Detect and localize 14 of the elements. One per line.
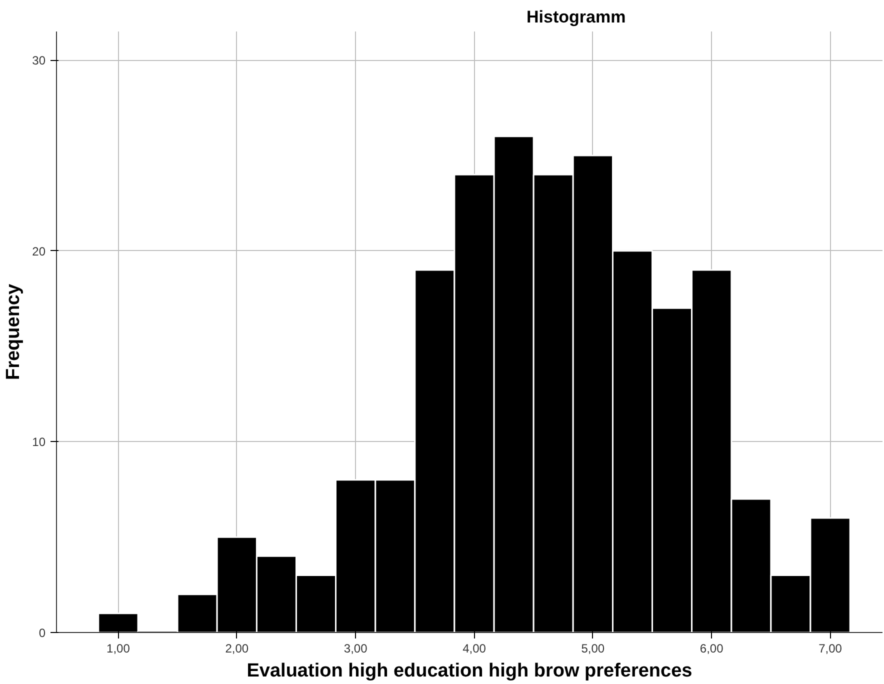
- y-tick-label: 10: [32, 435, 46, 450]
- chart-title: Histogramm: [526, 8, 626, 26]
- x-tick-label: 3,00: [344, 642, 368, 656]
- x-tick-label: 6,00: [700, 642, 724, 656]
- y-tick-label: 0: [38, 626, 46, 640]
- x-axis-title: Evaluation high education high brow preferences: [246, 660, 692, 682]
- x-tick-label: 5,00: [581, 642, 605, 656]
- x-tick-label: 2,00: [225, 642, 249, 656]
- x-tick-label: 4,00: [462, 642, 486, 656]
- x-tick-label: 7,00: [818, 642, 842, 656]
- y-tick-label: 30: [32, 54, 46, 68]
- y-axis-title: Frequency: [3, 284, 24, 380]
- x-tick-label: 1,00: [106, 642, 130, 656]
- y-tick-label: 20: [32, 244, 46, 258]
